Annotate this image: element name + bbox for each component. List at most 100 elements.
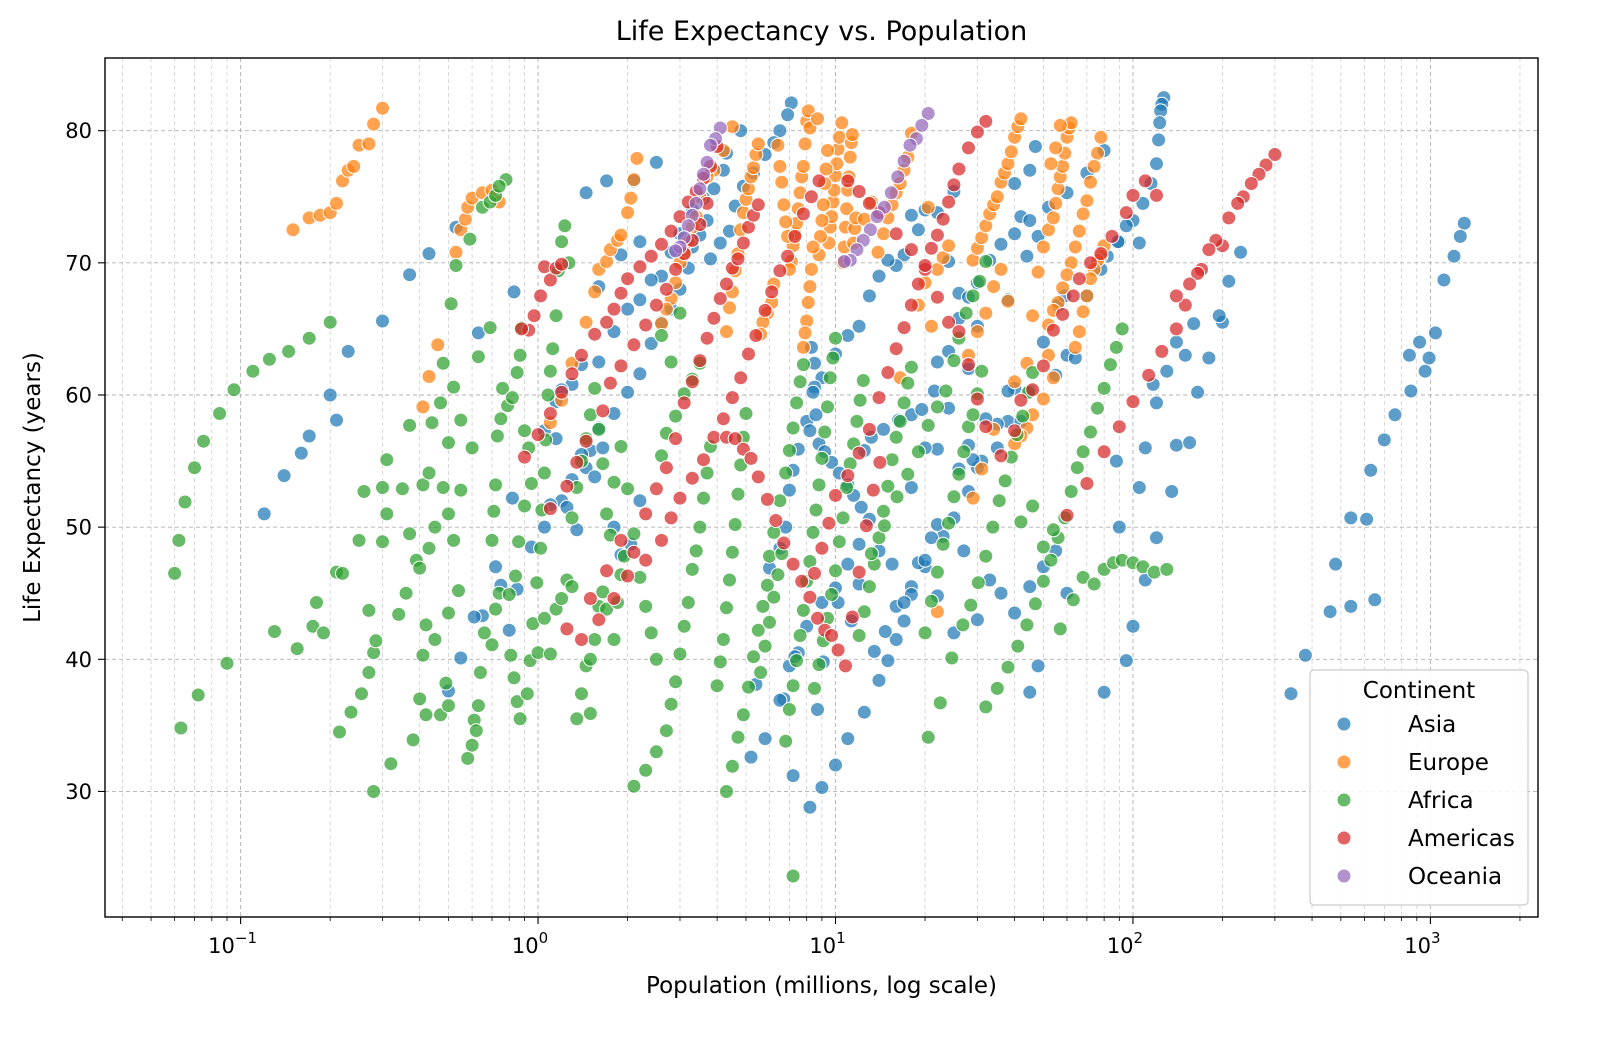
data-point <box>322 314 338 330</box>
data-point <box>896 153 912 169</box>
data-point <box>1190 265 1206 281</box>
data-point <box>719 276 734 292</box>
data-point <box>880 478 896 494</box>
data-point <box>1065 288 1081 304</box>
data-point <box>1421 350 1437 366</box>
data-point <box>421 246 437 262</box>
data-point <box>755 598 771 614</box>
data-point <box>305 618 321 634</box>
data-point <box>972 273 988 289</box>
data-point <box>219 655 235 671</box>
data-point <box>692 181 708 197</box>
series-oceania <box>668 106 936 269</box>
data-point <box>519 686 535 702</box>
data-point <box>1015 408 1031 424</box>
data-point <box>1149 156 1164 172</box>
data-point <box>335 565 350 581</box>
data-point <box>643 248 659 264</box>
data-point <box>1083 424 1098 440</box>
data-point <box>935 536 951 552</box>
data-point <box>504 490 520 506</box>
data-point <box>861 288 877 304</box>
data-point <box>802 589 818 605</box>
data-point <box>914 402 930 417</box>
data-point <box>638 506 654 522</box>
data-point <box>1013 392 1029 408</box>
data-point <box>613 439 629 454</box>
data-point <box>920 106 936 121</box>
data-point <box>676 395 692 411</box>
data-point <box>1149 395 1164 411</box>
data-point <box>923 240 939 256</box>
data-point <box>1177 297 1193 313</box>
data-point <box>1090 145 1105 161</box>
data-point <box>1135 195 1151 211</box>
data-point <box>862 222 878 238</box>
data-point <box>1048 195 1064 211</box>
data-point <box>322 387 338 403</box>
data-point <box>866 643 882 659</box>
data-point <box>1096 380 1112 396</box>
data-point <box>599 506 615 522</box>
data-point <box>969 324 985 340</box>
legend-marker <box>1336 754 1352 770</box>
data-point <box>772 493 788 509</box>
data-point <box>946 177 962 193</box>
data-point <box>293 445 309 461</box>
data-point <box>730 251 746 267</box>
data-point <box>842 149 858 165</box>
data-point <box>706 310 722 326</box>
data-point <box>569 454 585 470</box>
data-point <box>851 628 867 643</box>
data-point <box>699 330 715 346</box>
data-point <box>632 234 648 250</box>
data-point <box>825 350 841 366</box>
data-point <box>629 150 645 166</box>
data-point <box>789 653 805 669</box>
data-point <box>719 324 734 340</box>
data-point <box>780 107 796 123</box>
data-point <box>750 622 766 638</box>
data-point <box>1456 215 1472 231</box>
data-point <box>489 428 505 444</box>
data-point <box>917 258 933 273</box>
data-point <box>468 723 484 739</box>
data-point <box>785 868 801 884</box>
data-point <box>648 651 664 667</box>
data-point <box>564 510 580 526</box>
data-point <box>554 234 570 250</box>
data-point <box>787 228 803 244</box>
data-point <box>453 412 469 428</box>
data-point <box>1387 407 1403 423</box>
data-point <box>595 440 611 456</box>
data-point <box>1075 304 1091 320</box>
data-point <box>748 328 764 343</box>
data-point <box>470 349 486 365</box>
data-point <box>951 466 967 482</box>
data-point <box>595 403 611 419</box>
data-point <box>684 374 700 390</box>
data-point <box>1168 437 1184 453</box>
data-point <box>684 470 700 486</box>
data-point <box>1221 273 1237 289</box>
data-point <box>828 757 843 773</box>
data-point <box>974 363 990 379</box>
data-point <box>778 465 794 481</box>
data-point <box>453 482 469 498</box>
data-point <box>569 711 585 727</box>
data-point <box>668 261 684 277</box>
data-point <box>421 369 437 384</box>
data-point <box>1065 592 1081 608</box>
data-point <box>811 173 827 189</box>
data-point <box>797 136 813 152</box>
data-point <box>542 363 558 379</box>
data-point <box>587 326 603 342</box>
data-point <box>1027 139 1043 154</box>
data-point <box>1417 363 1433 379</box>
data-point <box>1108 453 1124 469</box>
data-point <box>1010 638 1026 654</box>
data-point <box>757 731 773 747</box>
data-point <box>462 231 478 247</box>
data-point <box>822 370 838 386</box>
